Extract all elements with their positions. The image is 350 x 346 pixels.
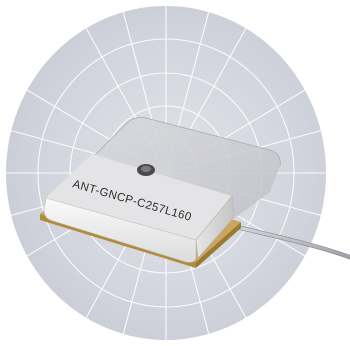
radome-cover: [91, 117, 281, 220]
antenna-body: [43, 154, 235, 263]
antenna-cable: [229, 223, 350, 260]
